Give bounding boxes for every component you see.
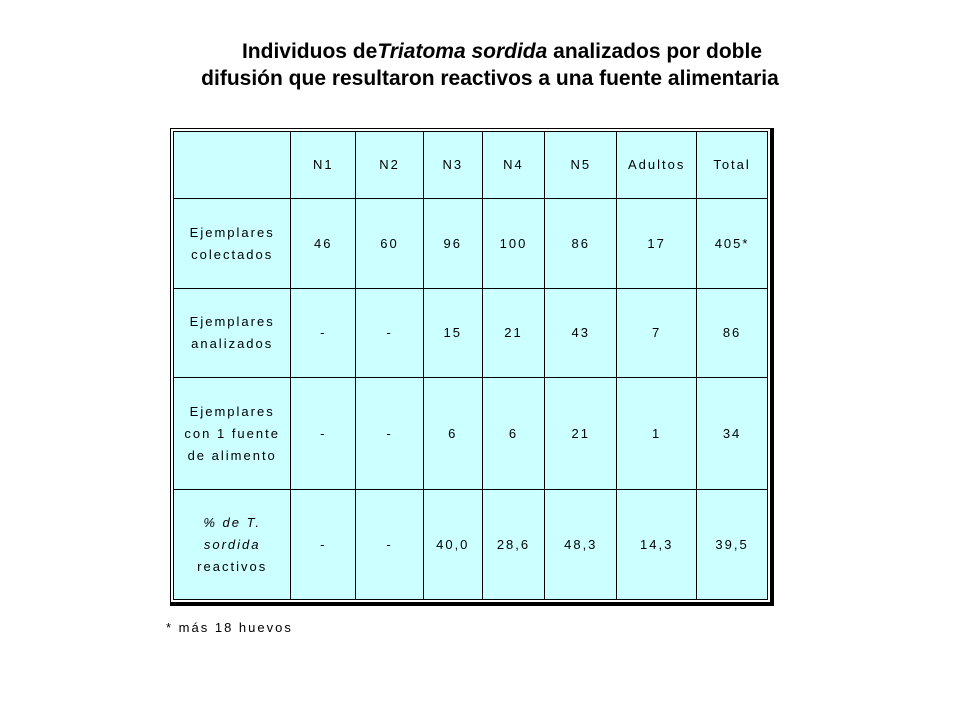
row-label-line: de alimento (187, 447, 277, 463)
row-label-line: Ejemplares (189, 314, 275, 329)
page-title: Individuos deTriatoma sordida analizados… (100, 38, 880, 92)
table-cell: 86 (696, 288, 768, 378)
header-cell-n5: N5 (544, 131, 618, 199)
header-cell-adultos: Adultos (616, 131, 698, 199)
row-label-line: con 1 fuente (184, 425, 280, 441)
header-cell-empty (172, 131, 292, 199)
row-label-line: % de T. (203, 514, 261, 530)
row-label-line: sordida (203, 536, 261, 552)
table-cell: 96 (422, 198, 483, 289)
table-cell: 100 (481, 198, 546, 289)
table-cell: 46 (290, 198, 357, 289)
row-label-line: reactivos (197, 558, 268, 574)
table-cell: 21 (481, 288, 546, 378)
data-table-frame: N1 N2 N3 N4 N5 Adultos Total Ejemplares … (170, 128, 774, 606)
table-cell: 1 (616, 377, 698, 490)
table-cell: 6 (481, 377, 546, 490)
row-label: Ejemplares colectados (172, 198, 292, 289)
title-suffix: analizados por doble (547, 40, 763, 63)
table-cell: - (355, 288, 424, 378)
table-cell: 48,3 (544, 489, 618, 600)
table-header-row: N1 N2 N3 N4 N5 Adultos Total (172, 131, 768, 199)
table-cell: 15 (422, 288, 483, 378)
title-prefix: Individuos de (241, 40, 378, 63)
table-cell: 60 (355, 198, 424, 289)
row-label-line: Ejemplares (189, 224, 275, 240)
header-cell-n2: N2 (355, 131, 424, 199)
table-cell: 7 (616, 288, 698, 378)
table-cell: 34 (696, 377, 768, 490)
table-cell: - (290, 288, 357, 378)
table-cell: 6 (422, 377, 483, 490)
table-cell: 39,5 (696, 489, 768, 600)
table-cell: - (290, 489, 357, 600)
table-cell: 14,3 (616, 489, 698, 600)
table-row: Ejemplares analizados - - 15 21 43 7 86 (172, 288, 768, 378)
data-table: N1 N2 N3 N4 N5 Adultos Total Ejemplares … (172, 131, 768, 600)
table-cell: 40,0 (422, 489, 483, 600)
table-cell: - (355, 377, 424, 490)
header-cell-total: Total (696, 131, 768, 199)
table-row: % de T. sordida reactivos - - 40,0 28,6 … (172, 489, 768, 600)
table-cell: - (290, 377, 357, 490)
row-label-line: colectados (191, 246, 274, 262)
table-row: Ejemplares con 1 fuente de alimento - - … (172, 377, 768, 490)
header-cell-n4: N4 (481, 131, 546, 199)
header-cell-n3: N3 (422, 131, 483, 199)
header-cell-n1: N1 (290, 131, 357, 199)
table-row: Ejemplares colectados 46 60 96 100 86 17… (172, 198, 768, 289)
table-cell: 17 (616, 198, 698, 289)
table-cell: 405* (696, 198, 768, 289)
table-footnote: * más 18 huevos (166, 620, 293, 635)
table-cell: 28,6 (481, 489, 546, 600)
table-cell: 43 (544, 288, 618, 378)
title-line-2: difusión que resultaron reactivos a una … (201, 67, 779, 90)
table-cell: 21 (544, 377, 618, 490)
title-species: Triatoma sordida (377, 40, 548, 63)
table-cell: - (355, 489, 424, 600)
title-line-1: Individuos deTriatoma sordida analizados… (100, 38, 880, 65)
table-cell: 86 (544, 198, 618, 289)
row-label-line: analizados (191, 336, 274, 351)
row-label: % de T. sordida reactivos (172, 489, 292, 600)
row-label: Ejemplares analizados (172, 288, 292, 378)
row-label: Ejemplares con 1 fuente de alimento (172, 377, 292, 490)
row-label-line: Ejemplares (189, 403, 275, 419)
